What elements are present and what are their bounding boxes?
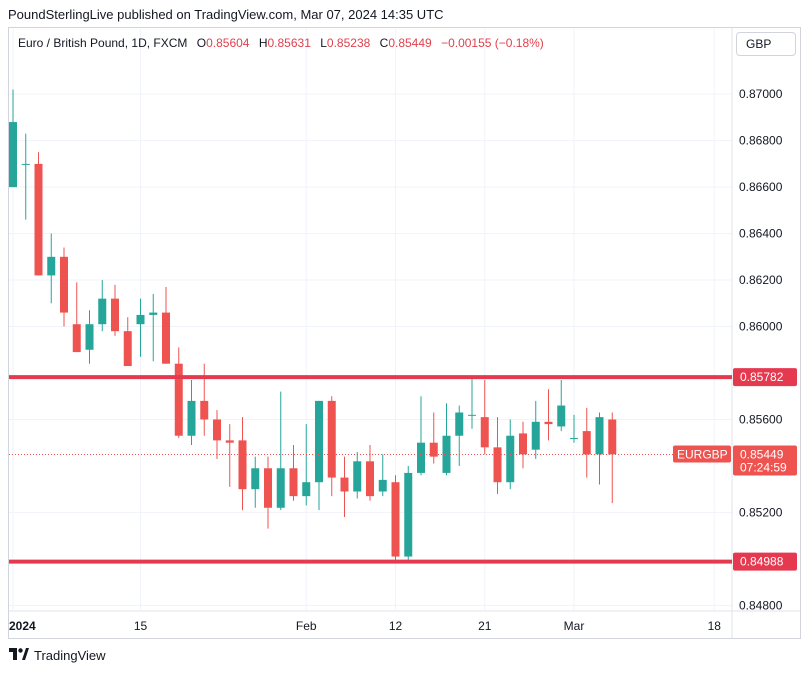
x-tick-label: 21: [478, 619, 492, 633]
candle-down[interactable]: [289, 468, 298, 497]
x-tick-label: Feb: [296, 619, 317, 633]
candle-down[interactable]: [391, 482, 400, 557]
y-tick-label: 0.84800: [739, 598, 783, 612]
last-price-label: 0.85449: [740, 448, 784, 462]
candle-up[interactable]: [455, 412, 464, 436]
x-tick-label: Mar: [564, 619, 585, 633]
y-tick-label: 0.86200: [739, 273, 783, 287]
symbol-tag-label: EURGBP: [677, 448, 728, 462]
candle-up[interactable]: [417, 442, 425, 473]
bar-countdown-label: 07:24:59: [740, 461, 787, 475]
candle-down[interactable]: [429, 442, 438, 457]
candle-up[interactable]: [570, 438, 578, 440]
candle-up[interactable]: [404, 472, 413, 557]
candle-up[interactable]: [47, 256, 56, 276]
change-value: −0.00155 (−0.18%): [441, 36, 544, 50]
level-price-label: 0.85782: [740, 370, 784, 384]
level-price-tag: [733, 552, 797, 571]
candle-down[interactable]: [111, 298, 119, 332]
close-value: 0.85449: [388, 36, 432, 50]
tradingview-wordmark: TradingView: [34, 648, 106, 663]
candle-up[interactable]: [302, 482, 311, 497]
candle-up[interactable]: [468, 414, 476, 416]
candle-down[interactable]: [72, 324, 81, 353]
low-label: L: [320, 36, 327, 50]
candle-down[interactable]: [480, 417, 489, 448]
candle-down[interactable]: [582, 431, 591, 455]
candle-up[interactable]: [85, 324, 94, 350]
candle-down[interactable]: [264, 468, 272, 508]
high-label: H: [258, 36, 268, 50]
candle-down[interactable]: [238, 440, 247, 490]
symbol-title: Euro / British Pound, 1D, FXCM: [18, 36, 188, 50]
candle-up[interactable]: [557, 405, 566, 427]
candle-down[interactable]: [225, 440, 234, 443]
x-tick-label: 2024: [9, 619, 36, 633]
candle-down[interactable]: [200, 400, 209, 420]
candle-down[interactable]: [544, 421, 553, 425]
candle-up[interactable]: [21, 163, 30, 165]
y-tick-label: 0.86000: [739, 320, 783, 334]
candle-up[interactable]: [98, 298, 107, 325]
candle-down[interactable]: [493, 447, 502, 483]
candle-down[interactable]: [213, 419, 221, 441]
high-value: 0.85631: [267, 36, 311, 50]
candle-up[interactable]: [442, 435, 451, 473]
published-caption: PoundSterlingLive published on TradingVi…: [8, 7, 444, 22]
candle-down[interactable]: [519, 433, 527, 455]
candle-down[interactable]: [123, 331, 132, 367]
y-tick-label: 0.85200: [739, 505, 783, 519]
candle-up[interactable]: [506, 435, 515, 483]
candle-down[interactable]: [327, 400, 336, 478]
y-tick-label: 0.85600: [739, 412, 783, 426]
candle-down[interactable]: [340, 477, 349, 492]
candle-down[interactable]: [34, 163, 43, 276]
level-price-label: 0.84988: [740, 555, 784, 569]
candle-up[interactable]: [187, 400, 196, 436]
candle-down[interactable]: [174, 363, 183, 436]
close-label: C: [379, 36, 389, 50]
level-price-tag: [733, 368, 797, 387]
y-tick-label: 0.86800: [739, 134, 783, 148]
candle-up[interactable]: [276, 468, 285, 508]
x-tick-label: 15: [134, 619, 148, 633]
candle-down[interactable]: [608, 419, 617, 455]
open-label: O: [196, 36, 207, 50]
chart-frame: [8, 27, 801, 639]
low-value: 0.85238: [326, 36, 371, 50]
candle-up[interactable]: [136, 314, 145, 325]
candle-up[interactable]: [378, 479, 387, 492]
candle-down[interactable]: [366, 461, 374, 497]
symbol-legend: Euro / British Pound, 1D, FXCM O0.85604 …: [18, 36, 544, 50]
y-tick-label: 0.87000: [739, 87, 783, 101]
tradingview-branding[interactable]: TradingView: [9, 648, 106, 663]
open-value: 0.85604: [206, 36, 250, 50]
y-tick-label: 0.86400: [739, 227, 783, 241]
candle-up[interactable]: [9, 122, 17, 188]
candle-down[interactable]: [162, 312, 170, 364]
candle-down[interactable]: [60, 256, 68, 313]
symbol-tag: [673, 445, 731, 463]
tradingview-logo-icon: [9, 648, 29, 663]
candle-up[interactable]: [353, 461, 362, 492]
candle-up[interactable]: [315, 400, 323, 483]
last-price-tag: [733, 445, 797, 476]
y-tick-label: 0.86600: [739, 180, 783, 194]
x-tick-label: 18: [708, 619, 722, 633]
candle-up[interactable]: [595, 417, 604, 455]
candle-up[interactable]: [531, 421, 540, 450]
currency-button[interactable]: GBP: [736, 32, 796, 56]
x-tick-label: 12: [389, 619, 403, 633]
candle-up[interactable]: [251, 468, 260, 490]
candle-up[interactable]: [149, 312, 158, 315]
